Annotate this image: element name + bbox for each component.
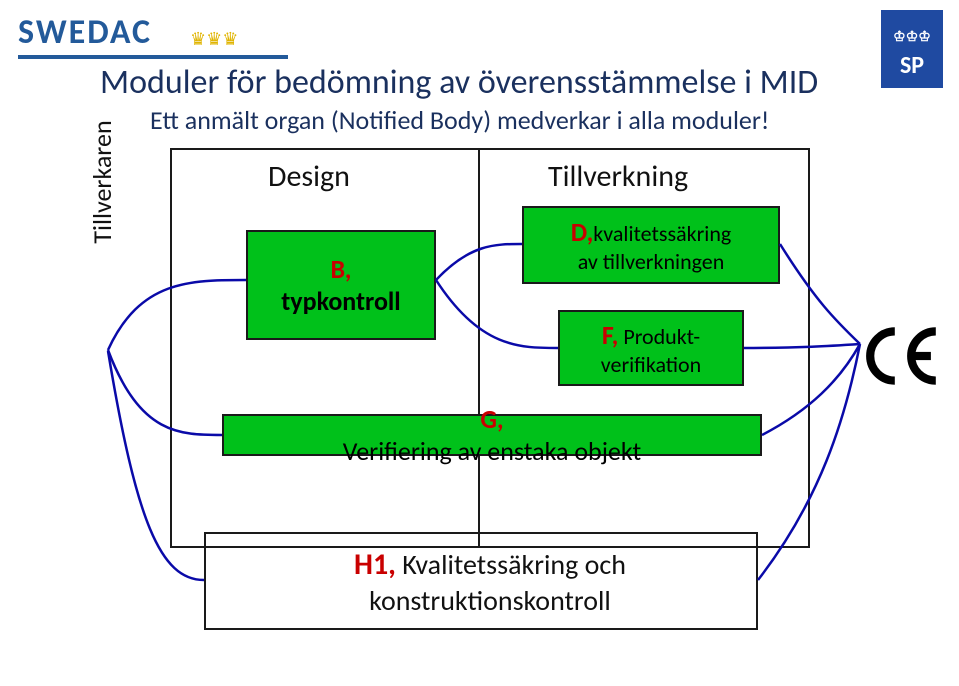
module-g-text: Verifiering av enstaka objekt (343, 435, 642, 467)
swedac-logo-text: SWEDAC (18, 12, 152, 53)
module-g-letter: G, (480, 403, 503, 435)
module-h1-letter: H1, (354, 546, 396, 583)
module-b-box: B, typkontroll (246, 230, 436, 340)
module-h1-text1: Kvalitetssäkring och (402, 547, 626, 582)
page-title: Moduler för bedömning av överensstämmels… (100, 62, 818, 103)
column-header-design: Design (268, 158, 350, 195)
module-d-text2: av tillverkningen (578, 248, 725, 275)
sp-logo-text: SP (900, 51, 924, 80)
sp-logo-badge: ♔♔♔ SP (881, 10, 943, 88)
module-d-box: D,kvalitetssäkring av tillverkningen (522, 206, 780, 284)
module-f-box: F, Produkt- verifikation (558, 310, 744, 386)
page-subtitle: Ett anmält organ (Notified Body) medverk… (150, 104, 769, 136)
module-f-text2: verifikation (601, 351, 701, 378)
column-divider (478, 148, 480, 548)
module-h1-label: H1, Kvalitetssäkring och konstruktionsko… (290, 546, 690, 618)
ce-mark-icon (862, 326, 944, 386)
module-b-letter: B, (331, 253, 352, 285)
module-h1-text2: konstruktionskontroll (369, 583, 611, 618)
module-f-letter: F, (602, 319, 618, 351)
module-d-letter: D, (571, 216, 594, 248)
swedac-crowns-icon: ♛♛♛ (190, 28, 238, 50)
module-g-box: G, Verifiering av enstaka objekt (222, 414, 762, 456)
manufacturer-label: Tillverkaren (86, 82, 118, 282)
column-header-manufacturing: Tillverkning (548, 158, 688, 195)
module-d-text1: kvalitetssäkring (593, 220, 731, 247)
module-b-text: typkontroll (281, 285, 400, 317)
swedac-underline (18, 55, 288, 59)
module-f-text1: Produkt- (623, 323, 700, 350)
sp-crowns-icon: ♔♔♔ (893, 28, 931, 45)
